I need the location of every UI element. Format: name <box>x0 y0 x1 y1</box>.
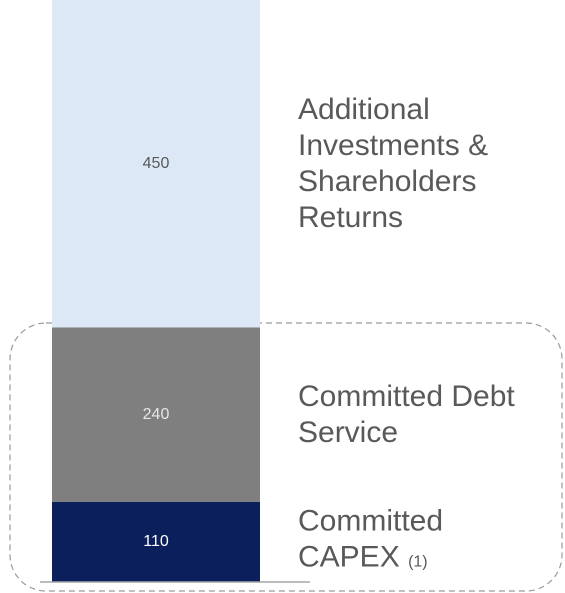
data-label: 110 <box>143 533 169 550</box>
bar-segment <box>52 327 260 502</box>
committed-group-outline <box>9 322 563 592</box>
segment-note: (1) <box>408 553 428 571</box>
segment-label: Committed CAPEX (1) <box>298 503 538 580</box>
bar-segment <box>52 0 260 328</box>
segment-label: Additional Investments & Shareholders Re… <box>298 92 538 236</box>
data-label: 240 <box>143 406 170 423</box>
segment-name: Additional Investments & Shareholders Re… <box>298 92 489 234</box>
segment-name: Committed CAPEX <box>298 504 444 574</box>
segment-name: Committed Debt Service <box>298 379 515 449</box>
segment-label: Committed Debt Service <box>298 379 538 451</box>
data-label: 450 <box>143 155 170 172</box>
bar-segment <box>52 501 260 582</box>
